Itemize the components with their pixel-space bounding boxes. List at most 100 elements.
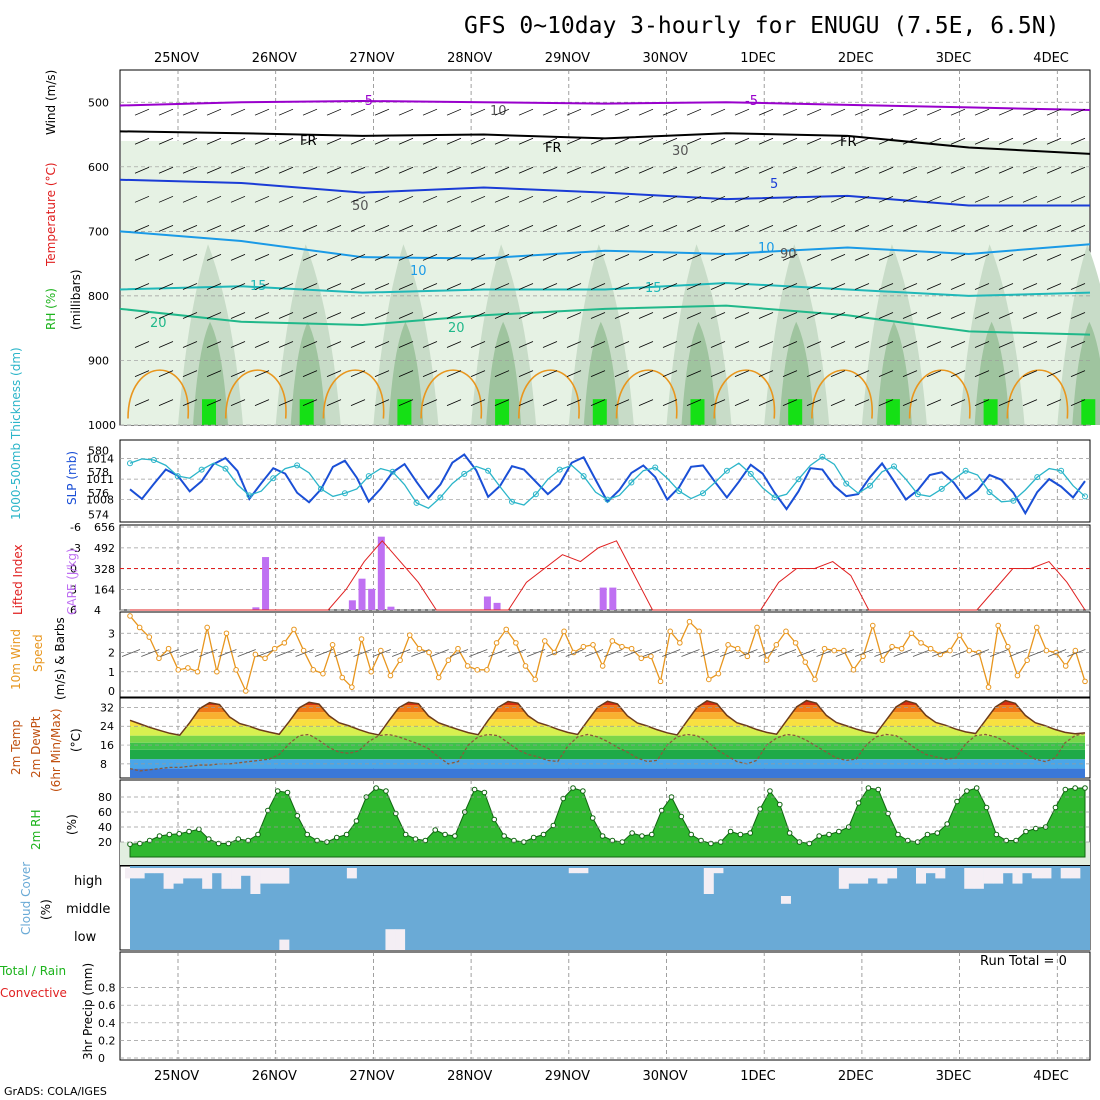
wind-barb bbox=[1022, 166, 1038, 174]
cape-tick-label: 328 bbox=[94, 563, 115, 576]
wind-barb bbox=[926, 312, 942, 319]
dewpt-axis-label: 2m DewPt bbox=[29, 716, 43, 778]
wind-barb-10m bbox=[700, 649, 719, 657]
wind-barb bbox=[158, 312, 174, 319]
wind-barb bbox=[158, 283, 174, 290]
wind-barb bbox=[590, 224, 606, 232]
wind-barb bbox=[230, 166, 246, 174]
wind-barb bbox=[254, 399, 270, 407]
wind-barb bbox=[782, 108, 798, 116]
wind-barb bbox=[1022, 254, 1038, 261]
contour-label: -5 bbox=[745, 94, 758, 109]
day-label-top: 27NOV bbox=[349, 51, 394, 66]
wind-barb bbox=[422, 312, 438, 319]
wind-barb bbox=[350, 224, 366, 232]
wind-speed-marker bbox=[194, 668, 201, 675]
wind-speed-marker bbox=[947, 647, 953, 654]
wind-speed-marker bbox=[869, 622, 876, 629]
wind-barb bbox=[806, 166, 822, 174]
wind-barb bbox=[374, 399, 390, 407]
temp-bands bbox=[130, 700, 1085, 778]
wind-barb bbox=[662, 195, 678, 203]
wind-barb-10m bbox=[527, 649, 546, 657]
wind-barb bbox=[926, 195, 942, 203]
wind-barb bbox=[590, 283, 606, 290]
temperature-axis-label: Temperature (°C) bbox=[44, 162, 58, 267]
wind-barb bbox=[326, 254, 342, 261]
wind-barb bbox=[254, 312, 270, 319]
cape-tick-label: 164 bbox=[94, 584, 115, 597]
wind-barb bbox=[446, 166, 462, 174]
panel-frame-pcp bbox=[119, 951, 1091, 1061]
wind-barb bbox=[182, 312, 198, 319]
wind-barb bbox=[638, 195, 654, 203]
temp-band bbox=[130, 719, 1085, 727]
wind-speed-marker bbox=[358, 636, 365, 642]
wind-barb bbox=[710, 137, 726, 145]
thickness-marker bbox=[628, 479, 635, 486]
wind-barb bbox=[734, 399, 750, 407]
wind-barb bbox=[446, 137, 462, 145]
wind-barb bbox=[998, 370, 1014, 377]
wind-speed-marker bbox=[223, 630, 230, 637]
wind-barb bbox=[254, 341, 270, 348]
wind-barb bbox=[830, 341, 846, 348]
li-tick-label: 0 bbox=[70, 563, 77, 576]
wind-barb bbox=[590, 341, 606, 348]
wind-barb bbox=[902, 254, 918, 261]
wind-barb bbox=[422, 195, 438, 203]
wind-barb bbox=[422, 254, 438, 261]
wind-speed-marker bbox=[397, 657, 403, 664]
wind-speed-marker bbox=[262, 655, 268, 662]
wind-speed-marker bbox=[156, 655, 162, 662]
wind-barb bbox=[998, 283, 1014, 290]
wind-speed-marker bbox=[927, 645, 934, 652]
wind-barb bbox=[278, 283, 294, 290]
contour-label: 10 bbox=[758, 241, 775, 256]
wind-speed-marker bbox=[455, 645, 461, 652]
cape-bar bbox=[493, 602, 501, 610]
wind-barb bbox=[1046, 283, 1062, 290]
grads-credit: GrADS: COLA/IGES bbox=[4, 1085, 107, 1098]
wind-barb bbox=[590, 254, 606, 261]
wind-barb bbox=[686, 137, 702, 145]
rh-marker bbox=[885, 810, 891, 817]
wind-barb bbox=[254, 166, 270, 174]
thickness-line bbox=[129, 456, 1086, 509]
day-label-top: 25NOV bbox=[154, 51, 199, 66]
wind-speed-marker bbox=[252, 651, 259, 658]
wind-barb bbox=[182, 341, 198, 348]
day-label-bottom: 2DEC bbox=[838, 1069, 874, 1084]
wind-barb-10m bbox=[719, 649, 739, 657]
wind-barb bbox=[950, 137, 966, 145]
cloud-cover-bar bbox=[887, 868, 898, 879]
cape-bar bbox=[358, 578, 366, 610]
wind-barb bbox=[878, 108, 894, 116]
wind-barb-10m bbox=[1047, 649, 1067, 657]
wind-barb-10m bbox=[237, 649, 256, 657]
wind-barb bbox=[374, 370, 390, 377]
wind-barb bbox=[398, 224, 414, 232]
wind-barb bbox=[1070, 108, 1086, 116]
wind-barb bbox=[734, 137, 750, 145]
wind-barb bbox=[734, 108, 750, 116]
wind-tick-label: 0 bbox=[108, 685, 115, 698]
wind-barb bbox=[254, 283, 270, 290]
wind-barb bbox=[350, 341, 366, 348]
wind-barb bbox=[1070, 399, 1086, 407]
wind-barb bbox=[542, 224, 558, 232]
wind-barb-10m bbox=[411, 649, 430, 657]
cape-tick-label: 492 bbox=[94, 542, 115, 555]
wind-barb bbox=[542, 137, 558, 145]
thickness-tick-label: 576 bbox=[88, 487, 109, 500]
wind-speed-marker bbox=[204, 624, 210, 631]
wind-barb-10m bbox=[584, 649, 604, 657]
thickness-marker bbox=[294, 462, 301, 469]
contour-label: FR bbox=[300, 134, 317, 149]
wind-barb bbox=[422, 399, 438, 407]
wind-barb bbox=[926, 137, 942, 145]
wind-barb bbox=[782, 370, 798, 377]
wind-barb bbox=[206, 137, 222, 145]
wind-barb bbox=[662, 283, 678, 290]
wind-barb bbox=[1046, 224, 1062, 232]
